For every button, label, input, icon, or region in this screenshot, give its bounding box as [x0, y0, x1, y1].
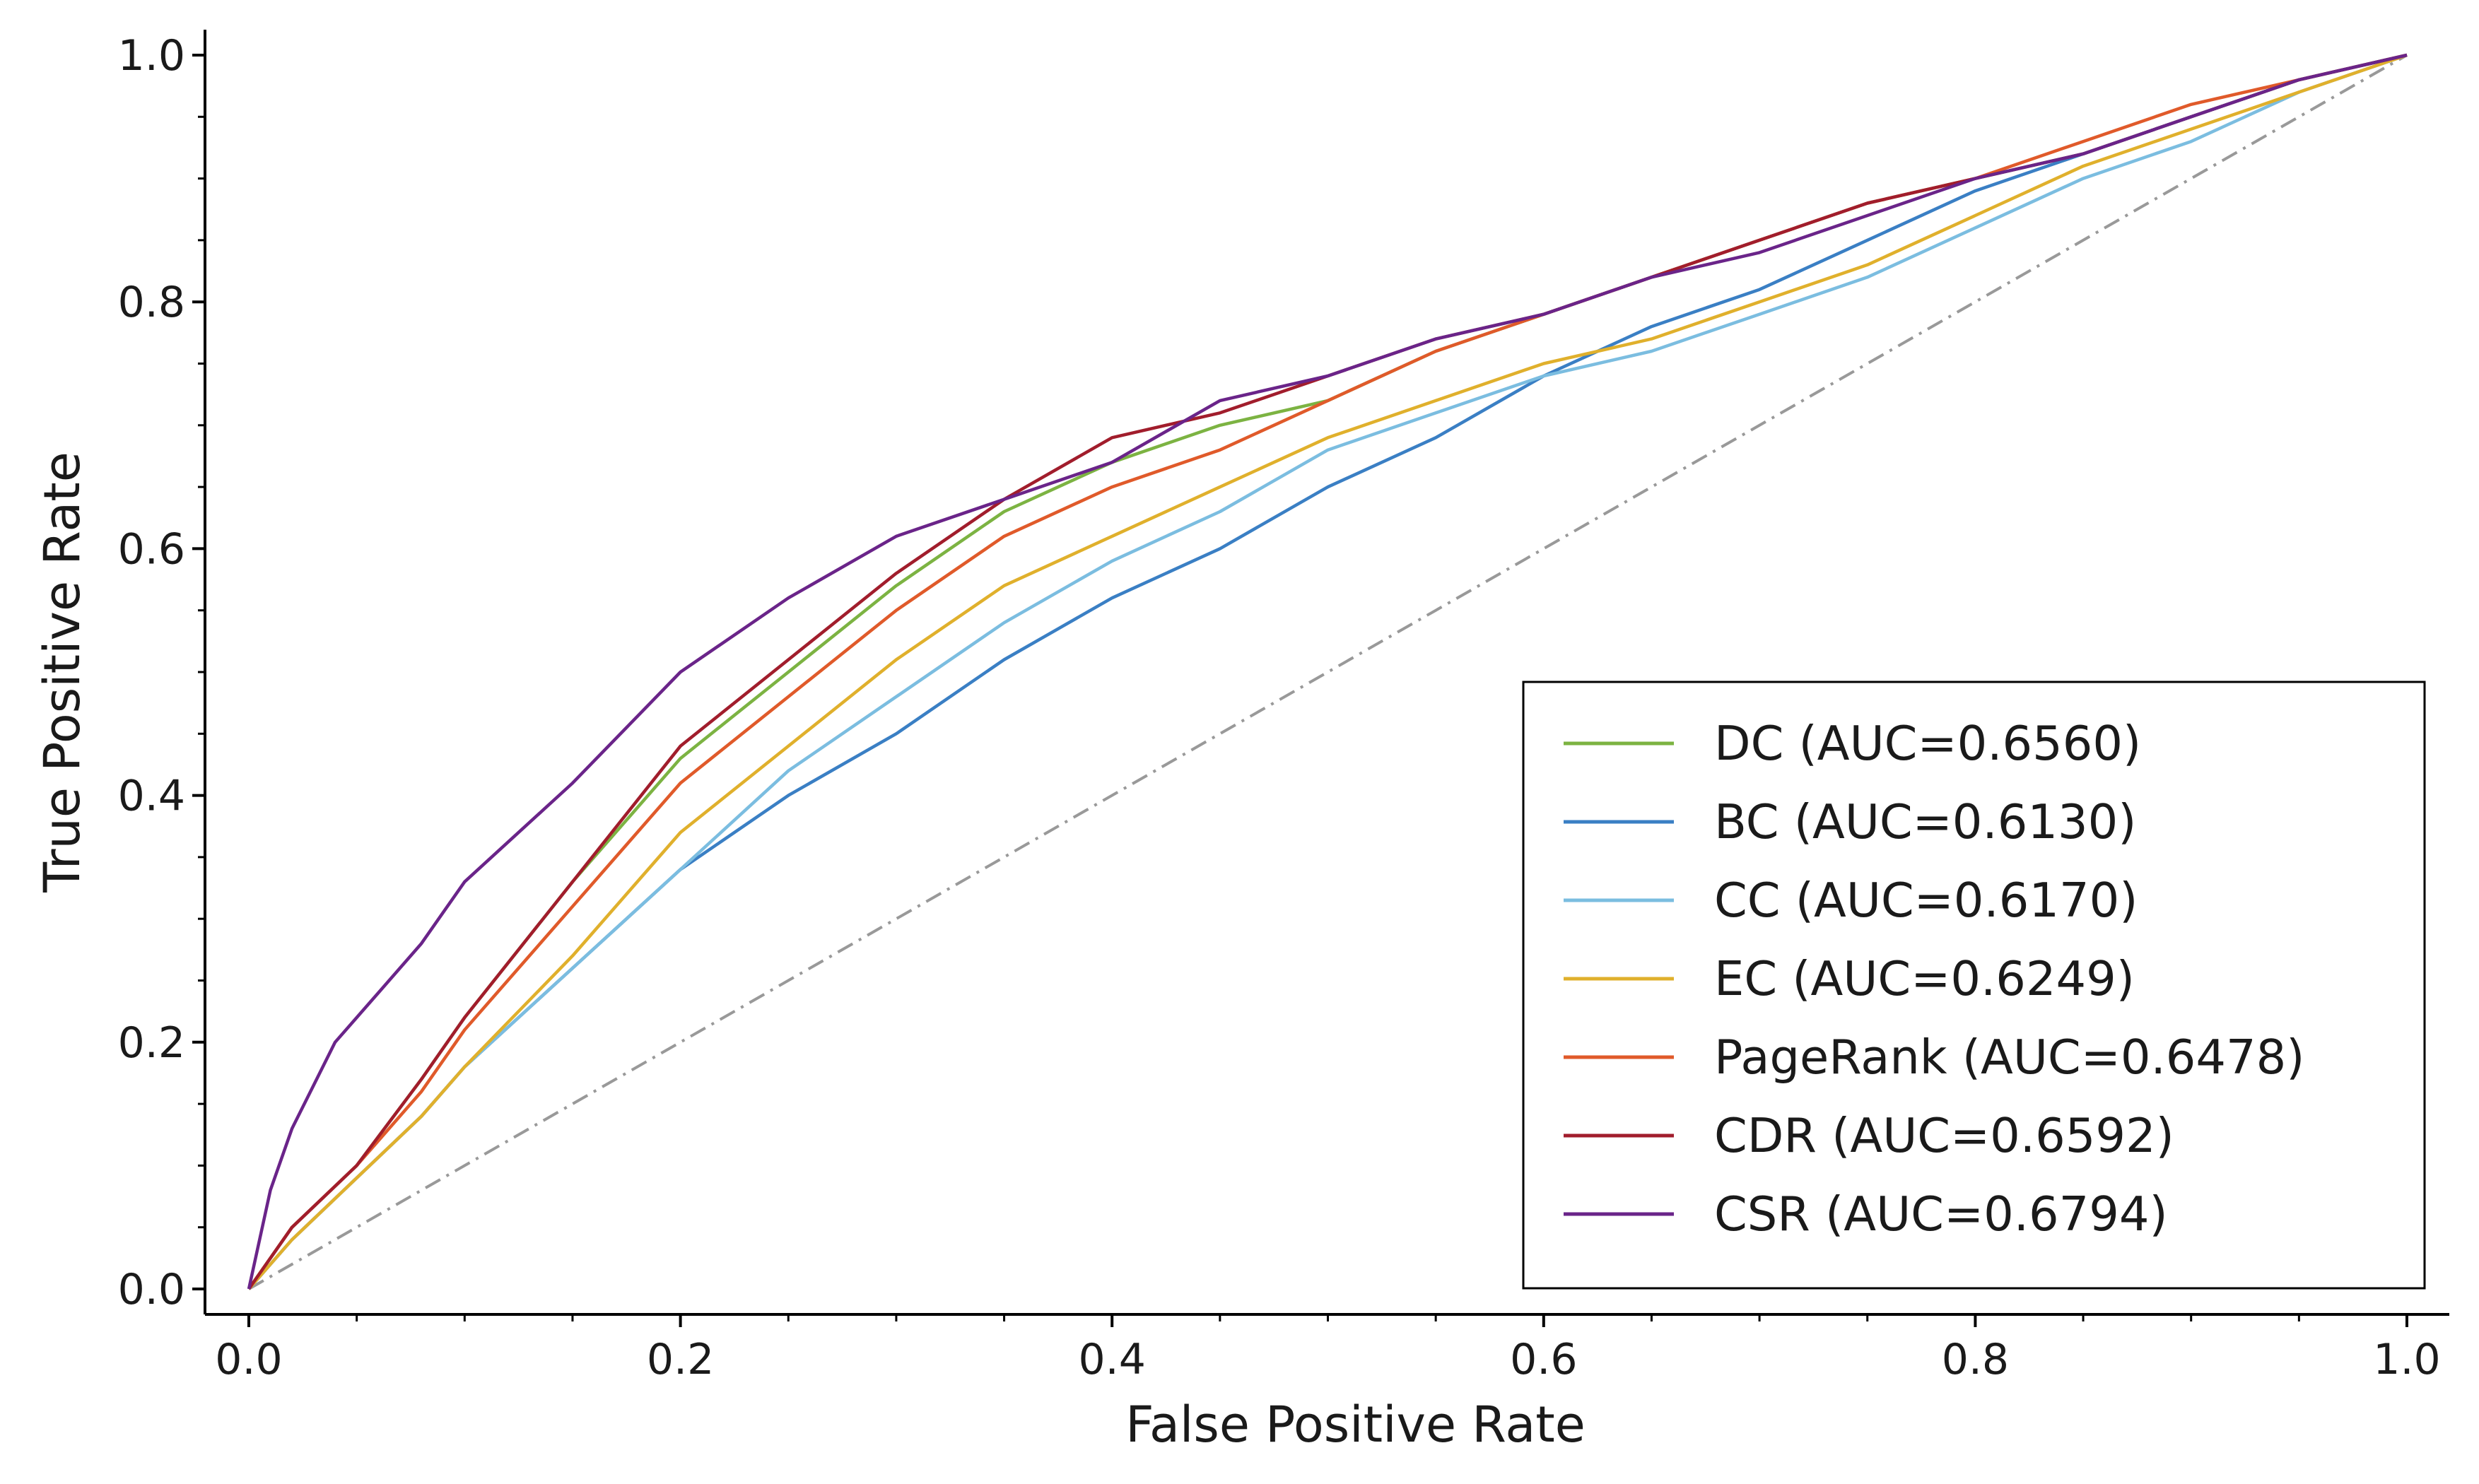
x-tick-label: 1.0 — [2373, 1335, 2440, 1384]
legend-entry-2: CC (AUC=0.6170) — [1714, 873, 2138, 928]
x-tick-label: 0.0 — [215, 1335, 282, 1384]
x-tick-label: 0.4 — [1078, 1335, 1145, 1384]
y-tick-label: 0.8 — [118, 278, 185, 327]
legend-entry-3: EC (AUC=0.6249) — [1714, 951, 2135, 1006]
x-tick-label: 0.6 — [1510, 1335, 1577, 1384]
legend-entry-6: CSR (AUC=0.6794) — [1714, 1186, 2168, 1242]
y-tick-label: 1.0 — [118, 31, 185, 81]
y-tick-label: 0.6 — [118, 524, 185, 574]
legend-entry-1: BC (AUC=0.6130) — [1714, 794, 2136, 849]
legend-entry-5: CDR (AUC=0.6592) — [1714, 1108, 2174, 1163]
x-tick-label: 0.8 — [1942, 1335, 2009, 1384]
legend-box — [1522, 681, 2426, 1290]
legend-entry-4: PageRank (AUC=0.6478) — [1714, 1030, 2304, 1085]
y-tick-label: 0.0 — [118, 1265, 185, 1314]
legend-entry-0: DC (AUC=0.6560) — [1714, 716, 2141, 771]
series-line-6 — [247, 53, 2408, 1290]
x-axis-label: False Positive Rate — [1125, 1396, 1586, 1454]
series-line-3 — [247, 53, 2408, 1290]
x-tick-label: 0.2 — [647, 1335, 714, 1384]
y-tick-label: 0.2 — [118, 1018, 185, 1068]
y-tick-label: 0.4 — [118, 772, 185, 821]
y-axis-label: True Positive Rate — [33, 452, 91, 893]
reference-diagonal-line — [248, 54, 2408, 1290]
series-line-4 — [247, 53, 2408, 1290]
